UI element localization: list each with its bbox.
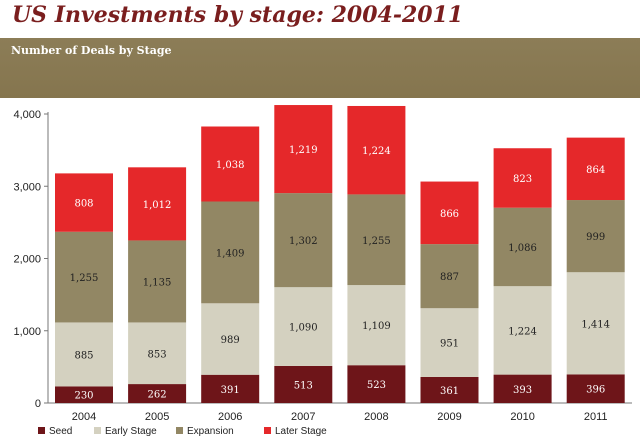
data-label: 230 (74, 391, 93, 402)
bar-seed-2004 (55, 386, 113, 403)
bar-early-stage-2004 (55, 322, 113, 387)
x-tick-label: 2007 (291, 411, 315, 423)
data-label: 1,012 (143, 200, 172, 211)
data-label: 1,219 (289, 145, 318, 156)
bar-early-stage-2005 (128, 322, 187, 385)
data-label: 1,224 (508, 326, 537, 337)
data-label: 396 (586, 385, 605, 396)
x-tick-label: 2010 (510, 411, 534, 423)
stacked-bar-chart: 0 1,000 2,000 3,000 4,000 230 885 1,255 808 2004 2… (13, 105, 632, 437)
bar-later-stage-2005 (128, 167, 187, 241)
legend-label-expansion: Expansion (187, 426, 234, 437)
bar-expansion-2009 (420, 244, 479, 309)
legend-label-early-stage: Early Stage (105, 426, 157, 437)
data-label: 1,109 (362, 321, 391, 332)
bar-expansion-2008 (347, 194, 406, 286)
y-tick-label: 1,000 (13, 326, 41, 338)
bar-later-stage-2010 (493, 148, 552, 208)
data-label: 1,302 (289, 236, 318, 247)
bar-expansion-2011 (566, 200, 625, 273)
data-label: 999 (586, 232, 605, 243)
bar-early-stage-2008 (347, 285, 406, 366)
data-label: 1,255 (362, 236, 391, 247)
bar-expansion-2010 (493, 207, 552, 287)
data-label: 1,086 (508, 243, 537, 254)
data-label: 1,409 (216, 248, 245, 259)
bar-seed-2006 (201, 374, 260, 403)
data-label: 866 (440, 209, 459, 220)
bar-expansion-2007 (274, 193, 333, 288)
data-label: 989 (221, 335, 240, 346)
legend-swatch-early-stage (94, 427, 101, 434)
bar-expansion-2006 (201, 201, 260, 304)
bar-later-stage-2008 (347, 105, 406, 195)
bar-early-stage-2010 (493, 286, 552, 375)
legend-swatch-expansion (176, 427, 183, 434)
bar-seed-2009 (420, 376, 479, 403)
data-label: 951 (440, 339, 459, 350)
legend-label-later-stage: Later Stage (275, 426, 327, 437)
bar-expansion-2004 (55, 231, 113, 323)
data-label: 1,414 (581, 319, 610, 330)
y-tick-label: 2,000 (13, 254, 41, 266)
bar-later-stage-2004 (55, 173, 113, 232)
data-label: 887 (440, 272, 459, 283)
y-tick-label: 3,000 (13, 181, 41, 193)
data-label: 823 (513, 174, 532, 185)
data-label: 1,135 (143, 277, 172, 288)
bar-seed-2011 (566, 374, 625, 403)
x-tick-label: 2005 (145, 411, 169, 423)
bar-seed-2010 (493, 374, 552, 403)
bar-seed-2005 (128, 384, 187, 403)
data-label: 853 (148, 349, 167, 360)
x-tick-label: 2008 (364, 411, 388, 423)
chart-subtitle: Number of Deals by Stage (11, 44, 172, 57)
bar-later-stage-2007 (274, 105, 333, 194)
y-tick-label: 4,000 (13, 109, 41, 121)
legend-label-seed: Seed (49, 426, 72, 437)
bar-later-stage-2009 (420, 181, 479, 245)
bar-early-stage-2009 (420, 308, 479, 377)
data-label: 523 (367, 380, 386, 391)
data-label: 1,255 (70, 273, 99, 284)
data-label: 864 (586, 165, 605, 176)
data-label: 513 (294, 380, 313, 391)
bar-early-stage-2011 (566, 272, 625, 375)
bar-expansion-2005 (128, 240, 187, 323)
data-label: 1,090 (289, 323, 318, 334)
bar-early-stage-2006 (201, 303, 260, 375)
bar-seed-2008 (347, 365, 406, 403)
x-tick-label: 2004 (72, 411, 96, 423)
data-label: 361 (440, 386, 459, 397)
y-tick-label: 0 (35, 398, 41, 410)
legend-swatch-later-stage (264, 427, 271, 434)
chart-title: US Investments by stage: 2004-2011 (12, 2, 464, 28)
x-tick-label: 2006 (218, 411, 242, 423)
bar-seed-2007 (274, 365, 333, 403)
data-label: 1,038 (216, 160, 245, 171)
subtitle-band (0, 38, 640, 98)
data-label: 1,224 (362, 146, 391, 157)
bar-later-stage-2011 (566, 137, 625, 201)
x-tick-label: 2009 (437, 411, 461, 423)
data-label: 391 (221, 385, 240, 396)
data-label: 808 (74, 199, 93, 210)
legend-swatch-seed (38, 427, 45, 434)
data-label: 393 (513, 385, 532, 396)
bar-early-stage-2007 (274, 287, 333, 366)
x-tick-label: 2011 (584, 411, 608, 423)
data-label: 885 (74, 350, 93, 361)
bar-later-stage-2006 (201, 126, 260, 202)
data-label: 262 (148, 390, 167, 401)
